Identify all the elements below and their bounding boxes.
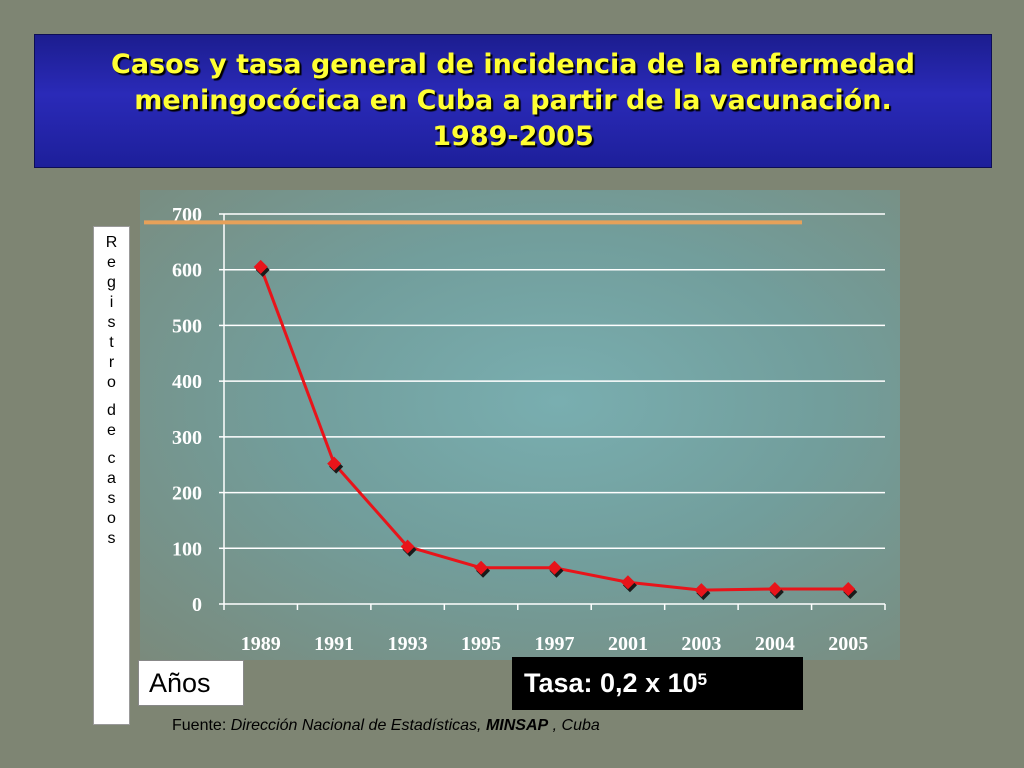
data-point (694, 583, 709, 598)
y-axis-label-letter: s (107, 490, 116, 507)
y-axis-label-letter: R (105, 234, 118, 251)
y-tick-label: 100 (172, 538, 202, 560)
source-minsap: MINSAP (485, 717, 549, 734)
data-point (841, 581, 856, 596)
y-axis-label-letter: a (107, 470, 116, 487)
y-axis-label-letter: d (107, 402, 116, 419)
source-country: , Cuba (548, 717, 600, 734)
title-line-3: 1989-2005 (432, 121, 594, 152)
y-tick-label: 500 (172, 315, 202, 337)
x-tick-label: 2001 (608, 633, 648, 655)
source-note: Fuente: Dirección Nacional de Estadístic… (172, 717, 600, 735)
y-axis-label-letter: r (108, 354, 115, 371)
x-axis-label-box: Años (138, 660, 244, 706)
y-axis-label-letter: c (107, 450, 116, 467)
data-point (767, 581, 782, 596)
data-point (400, 539, 415, 554)
rate-text: Tasa: 0,2 x 10 (524, 668, 698, 698)
y-axis-label-letter: s (107, 314, 116, 331)
data-point (327, 456, 342, 471)
y-tick-label: 400 (172, 371, 202, 393)
source-institution: Dirección Nacional de Estadísticas, (230, 717, 486, 734)
y-axis-label-letter: g (107, 274, 116, 291)
y-tick-label: 0 (192, 594, 202, 616)
y-axis-label-letter: e (107, 254, 116, 271)
x-axis-label: Años (149, 667, 211, 698)
y-tick-label: 200 (172, 483, 202, 505)
x-tick-label: 1989 (241, 633, 281, 655)
y-axis-label-letter: i (109, 294, 114, 311)
y-axis-label-letter: o (107, 374, 116, 391)
y-axis-label-letter: t (109, 334, 114, 351)
title-line-1: Casos y tasa general de incidencia de la… (111, 49, 915, 80)
x-tick-label: 1995 (461, 633, 501, 655)
data-point (474, 560, 489, 575)
x-tick-label: 2004 (755, 633, 795, 655)
title-banner: Casos y tasa general de incidencia de la… (34, 34, 992, 168)
rate-box: Tasa: 0,2 x 10 5 (512, 657, 803, 710)
y-axis-label-letter: s (107, 530, 116, 547)
data-point (620, 575, 635, 590)
x-tick-label: 1997 (535, 633, 575, 655)
data-point (547, 560, 562, 575)
y-axis-label-letter: e (107, 422, 116, 439)
y-axis-label-letter: o (107, 510, 116, 527)
source-prefix: Fuente: (172, 717, 231, 734)
y-tick-label: 600 (172, 260, 202, 282)
x-tick-label: 1993 (388, 633, 428, 655)
rate-exponent: 5 (697, 669, 708, 689)
x-tick-label: 2003 (681, 633, 721, 655)
x-tick-label: 2005 (828, 633, 868, 655)
series-line (259, 266, 849, 592)
x-tick-label: 1991 (314, 633, 354, 655)
y-tick-label: 300 (172, 427, 202, 449)
title-line-2: meningocócica en Cuba a partir de la vac… (134, 85, 892, 116)
data-point (253, 259, 268, 274)
